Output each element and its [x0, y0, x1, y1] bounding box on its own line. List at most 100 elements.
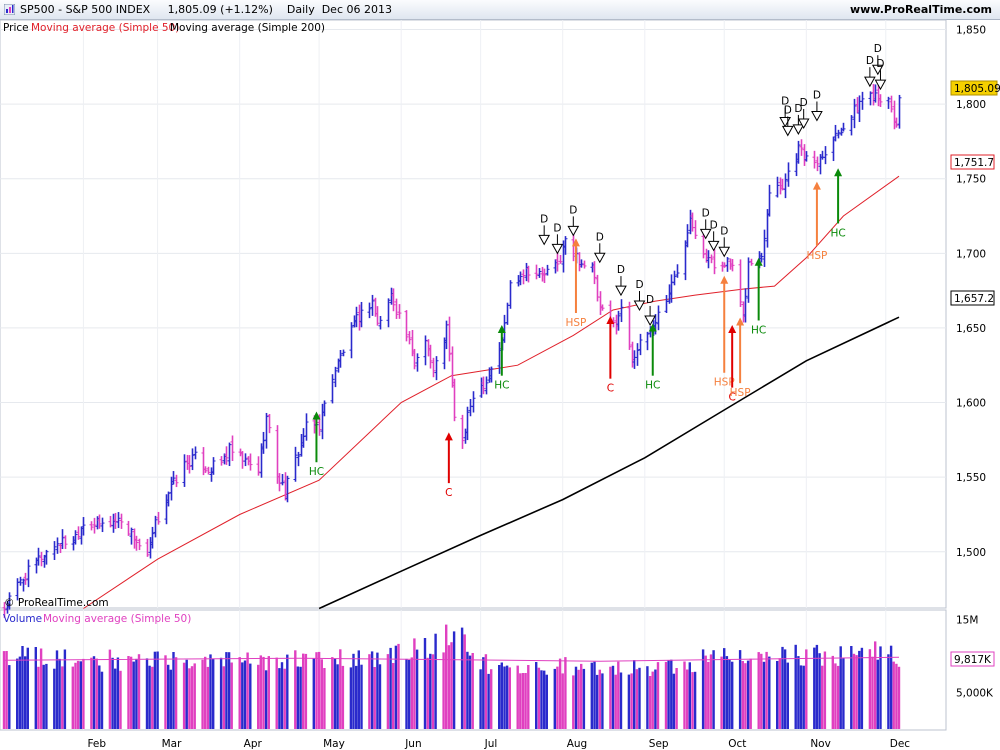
volume-bar — [868, 649, 872, 729]
volume-bar — [116, 657, 120, 729]
volume-bar — [227, 652, 231, 729]
volume-bar — [776, 661, 779, 729]
volume-bar — [842, 657, 845, 729]
volume-bar — [654, 669, 657, 729]
volume-bar — [850, 646, 853, 729]
volume-ma-tag-label: 9,817K — [954, 654, 992, 666]
volume-tick-label: 15M — [956, 614, 978, 626]
volume-bar — [24, 656, 27, 729]
volume-bar — [442, 652, 445, 729]
volume-bar — [471, 653, 474, 729]
month-tick-label: Oct — [728, 738, 746, 750]
volume-bar — [394, 645, 398, 729]
volume-bar — [389, 647, 392, 729]
ma50-tag — [950, 154, 995, 170]
volume-bar — [92, 656, 96, 729]
down-signal-label: D — [646, 294, 654, 306]
volume-bar — [725, 656, 729, 729]
volume-bar — [818, 653, 821, 729]
down-signal-label: D — [813, 89, 821, 101]
volume-bar — [230, 662, 233, 729]
volume-bar — [167, 664, 170, 729]
volume-bar — [889, 645, 893, 729]
volume-bar — [595, 674, 599, 729]
volume-bar — [114, 668, 117, 729]
volume-bar — [5, 651, 8, 729]
volume-bar — [45, 663, 48, 729]
volume-bar — [129, 656, 133, 729]
volume-bar — [897, 666, 901, 729]
volume-bar — [709, 654, 713, 729]
volume-bars — [2, 624, 901, 729]
volume-bar — [164, 655, 167, 729]
volume-bar — [413, 638, 416, 729]
volume-bar — [651, 671, 654, 729]
down-signal-label: D — [710, 219, 718, 231]
volume-bar — [74, 662, 77, 729]
volume-bar — [813, 647, 816, 729]
signal-arrow-head — [312, 411, 321, 420]
volume-bar — [799, 665, 803, 729]
volume-bar — [76, 660, 80, 729]
volume-bar — [304, 653, 308, 729]
volume-bar — [341, 665, 345, 729]
volume-bar — [357, 650, 360, 729]
volume-bar — [701, 649, 705, 729]
volume-bar — [434, 633, 437, 729]
volume-bar — [55, 650, 59, 729]
price-tick-label: 1,700 — [956, 248, 986, 260]
down-signal-label: D — [553, 222, 561, 234]
volume-bar — [731, 661, 734, 729]
signal-arrow-head — [834, 168, 843, 177]
volume-bar — [574, 666, 578, 729]
volume-bar — [320, 659, 323, 729]
volume-bar — [283, 668, 286, 729]
volume-bar — [238, 657, 241, 729]
volume-bar — [299, 666, 302, 729]
volume-bar — [614, 674, 617, 729]
volume-bar — [746, 660, 750, 729]
volume-bar — [545, 674, 548, 729]
volume-bar — [429, 653, 432, 729]
volume-bar — [693, 671, 697, 729]
down-signal-label: D — [800, 97, 808, 109]
axis-labels: 1,850 1,800 1,750 1,700 1,650 1,600 1,550 1,500… — [87, 24, 994, 750]
volume-bar — [42, 664, 45, 729]
volume-bar — [723, 648, 726, 729]
volume-bar — [127, 656, 130, 729]
ma200-tag — [950, 290, 995, 306]
volume-bar — [876, 659, 879, 729]
volume-bar — [2, 651, 6, 729]
volume-bar — [707, 661, 710, 729]
volume-bar — [243, 660, 247, 729]
volume-bar — [704, 655, 707, 729]
down-signal-label: D — [596, 231, 604, 243]
signal-label-hc: HC — [751, 324, 766, 336]
volume-bar — [39, 648, 43, 729]
volume-bar — [556, 666, 559, 729]
signal-arrow-head — [812, 181, 821, 190]
volume-bar — [821, 665, 824, 729]
volume-bar — [312, 658, 315, 729]
volume-bar — [79, 661, 82, 729]
title-bar: SP500 - S&P 500 INDEX 1,805.09 (+1.12%) … — [0, 0, 1000, 20]
volume-bar — [296, 666, 300, 729]
volume-bar — [431, 654, 435, 729]
grid-lines — [0, 20, 946, 730]
site-url[interactable]: www.ProRealTime.com — [849, 3, 992, 16]
volume-bar — [874, 641, 877, 729]
signal-arrow-head — [606, 315, 615, 324]
moving-average-lines — [83, 175, 900, 610]
volume-bar — [355, 665, 358, 729]
volume-bar — [535, 662, 538, 729]
month-tick-label: Aug — [567, 738, 588, 750]
volume-bar — [688, 662, 691, 729]
volume-bar — [415, 649, 419, 729]
price-tick-label: 1,800 — [956, 99, 986, 111]
volume-bar — [892, 661, 895, 729]
volume-bar — [524, 673, 527, 729]
volume-bar — [360, 664, 363, 729]
volume-bar — [580, 663, 583, 729]
volume-bar — [672, 673, 676, 729]
